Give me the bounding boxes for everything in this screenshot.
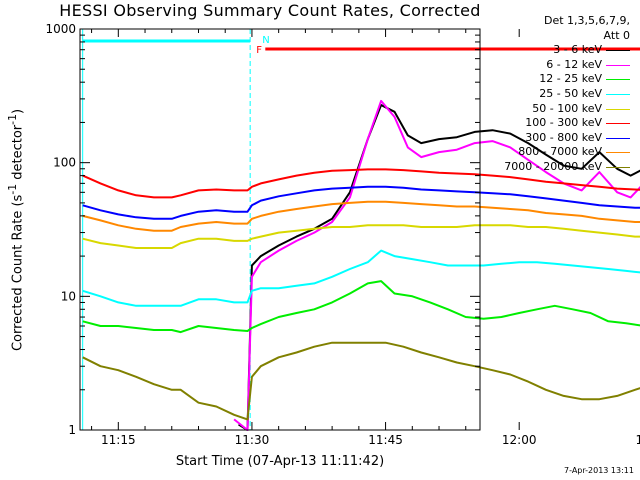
y-axis-label-part: detector: [10, 124, 26, 184]
legend-swatch: [606, 108, 630, 110]
x-tick-label: 11:45: [368, 433, 403, 447]
y-tick-label: 100: [53, 156, 76, 170]
legend-item-label: 50 - 100 keV: [532, 101, 602, 115]
legend-header-line1: Det 1,3,5,6,7,9,: [543, 14, 630, 27]
legend-swatch: [606, 123, 630, 125]
legend-item: 12 - 25 keV: [470, 72, 636, 87]
legend-swatch: [606, 50, 630, 52]
y-axis-label-exp2: -1: [6, 114, 19, 125]
footer-timestamp: 7-Apr-2013 13:11: [564, 466, 634, 475]
y-axis-label-part: Corrected Count Rate (s: [10, 194, 26, 352]
series-line: [82, 200, 640, 232]
legend-item-label: 800 - 7000 keV: [518, 145, 602, 159]
chart-title: HESSI Observing Summary Count Rates, Cor…: [59, 1, 481, 20]
x-tick-label: 12:15: [636, 433, 640, 447]
x-axis-label: Start Time (07-Apr-13 11:11:42): [175, 454, 385, 469]
legend-item: 100 - 300 keV: [470, 116, 636, 131]
y-axis-label: Corrected Count Rate (s-1 detector-1): [6, 100, 25, 360]
legend-item-label: 300 - 800 keV: [525, 130, 602, 144]
flare-flag-label: F: [256, 45, 262, 56]
flare-flags: FN: [256, 35, 640, 56]
y-axis-label-part: ): [10, 108, 26, 115]
legend-swatch: [606, 166, 630, 168]
legend-item-label: 12 - 25 keV: [539, 72, 602, 86]
plot-frame: [79, 28, 481, 431]
legend-swatch: [606, 93, 630, 95]
legend-item-label: 100 - 300 keV: [525, 116, 602, 130]
legend-item: 6 - 12 keV: [470, 58, 636, 73]
series-line: [82, 341, 640, 421]
saa-flag-label: N: [262, 35, 269, 46]
legend-swatch: [606, 79, 630, 81]
x-tick-label: 11:15: [101, 433, 136, 447]
legend-item-label: 6 - 12 keV: [546, 57, 602, 71]
legend-swatch: [606, 137, 630, 139]
legend-item-label: 3 - 6 keV: [553, 43, 602, 57]
legend-swatch: [606, 64, 630, 66]
y-tick-label: 1000: [45, 22, 76, 36]
legend-item-label: 25 - 50 keV: [539, 86, 602, 100]
series-line: [233, 99, 640, 431]
series-lines: [82, 99, 640, 431]
y-tick-label: 10: [61, 289, 76, 303]
series-line: [82, 185, 640, 220]
legend-item: 800 - 7000 keV: [470, 145, 636, 160]
series-line: [82, 280, 640, 334]
legend-item: 25 - 50 keV: [470, 87, 636, 102]
night-intervals: [82, 29, 251, 430]
legend-item: 50 - 100 keV: [470, 102, 636, 117]
y-axis-label-exp1: -1: [6, 183, 19, 195]
series-line: [82, 249, 640, 307]
x-tick-label: 11:30: [235, 433, 270, 447]
legend-item: 300 - 800 keV: [470, 131, 636, 146]
legend-item: 7000 - 20000 keV: [470, 160, 636, 175]
x-tick-label: 12:00: [502, 433, 537, 447]
legend: Det 1,3,5,6,7,9, Att 0 3 - 6 keV 6 - 12 k…: [470, 14, 636, 175]
series-line: [82, 168, 640, 199]
legend-item-label: 7000 - 20000 keV: [504, 159, 602, 173]
legend-swatch: [606, 152, 630, 154]
series-line: [238, 104, 640, 431]
axes: 11:1511:3011:4512:0012:1512:3012:4511010…: [45, 22, 640, 447]
y-tick-label: 1: [68, 423, 76, 437]
series-line: [82, 224, 640, 249]
legend-item: 3 - 6 keV: [470, 43, 636, 58]
legend-header-line2: Att 0: [603, 28, 630, 42]
